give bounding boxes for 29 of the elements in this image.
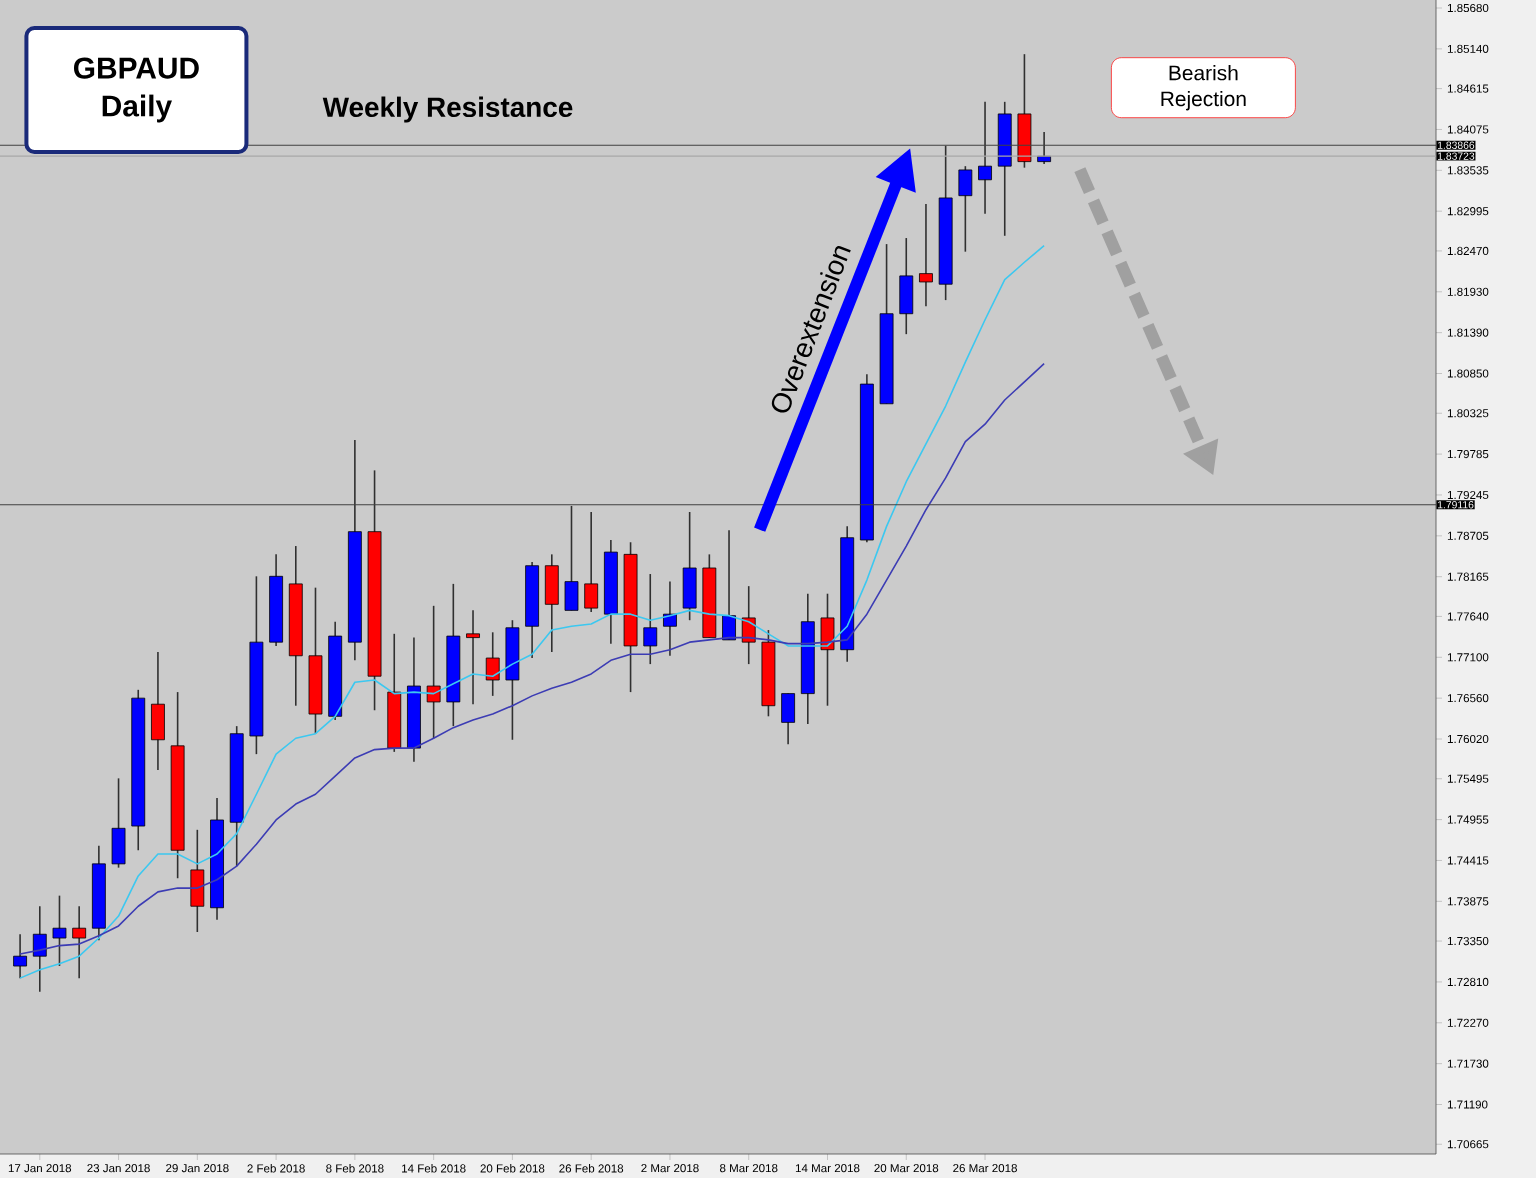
candlestick [52,894,67,967]
text: Bearish Rejection [1161,64,1246,111]
candlestick [958,165,973,253]
candlestick [151,651,165,771]
candlestick [722,529,736,641]
candlestick [426,605,441,740]
text: Daily [102,94,172,123]
candlestick [978,101,992,215]
candlestick [899,237,914,335]
candlestick [919,203,933,307]
text: GBPAUD [73,57,199,79]
candlestick [564,505,579,612]
candlestick [190,829,205,933]
candlestick [663,580,677,657]
candlestick [72,905,87,979]
candlestick [643,573,658,665]
candlestick [1017,53,1032,169]
candlestick [781,692,796,746]
candlestick [544,553,559,653]
candlestick [741,585,756,665]
candlestick [682,511,697,621]
candlestick [32,905,47,993]
candlestick [584,511,599,613]
candlestick [466,609,480,705]
candlestick [820,592,835,707]
candlestick [13,933,27,979]
candlestick [111,777,126,869]
candlestick [485,631,500,697]
annotation: Weekly Resistance [322,96,573,123]
